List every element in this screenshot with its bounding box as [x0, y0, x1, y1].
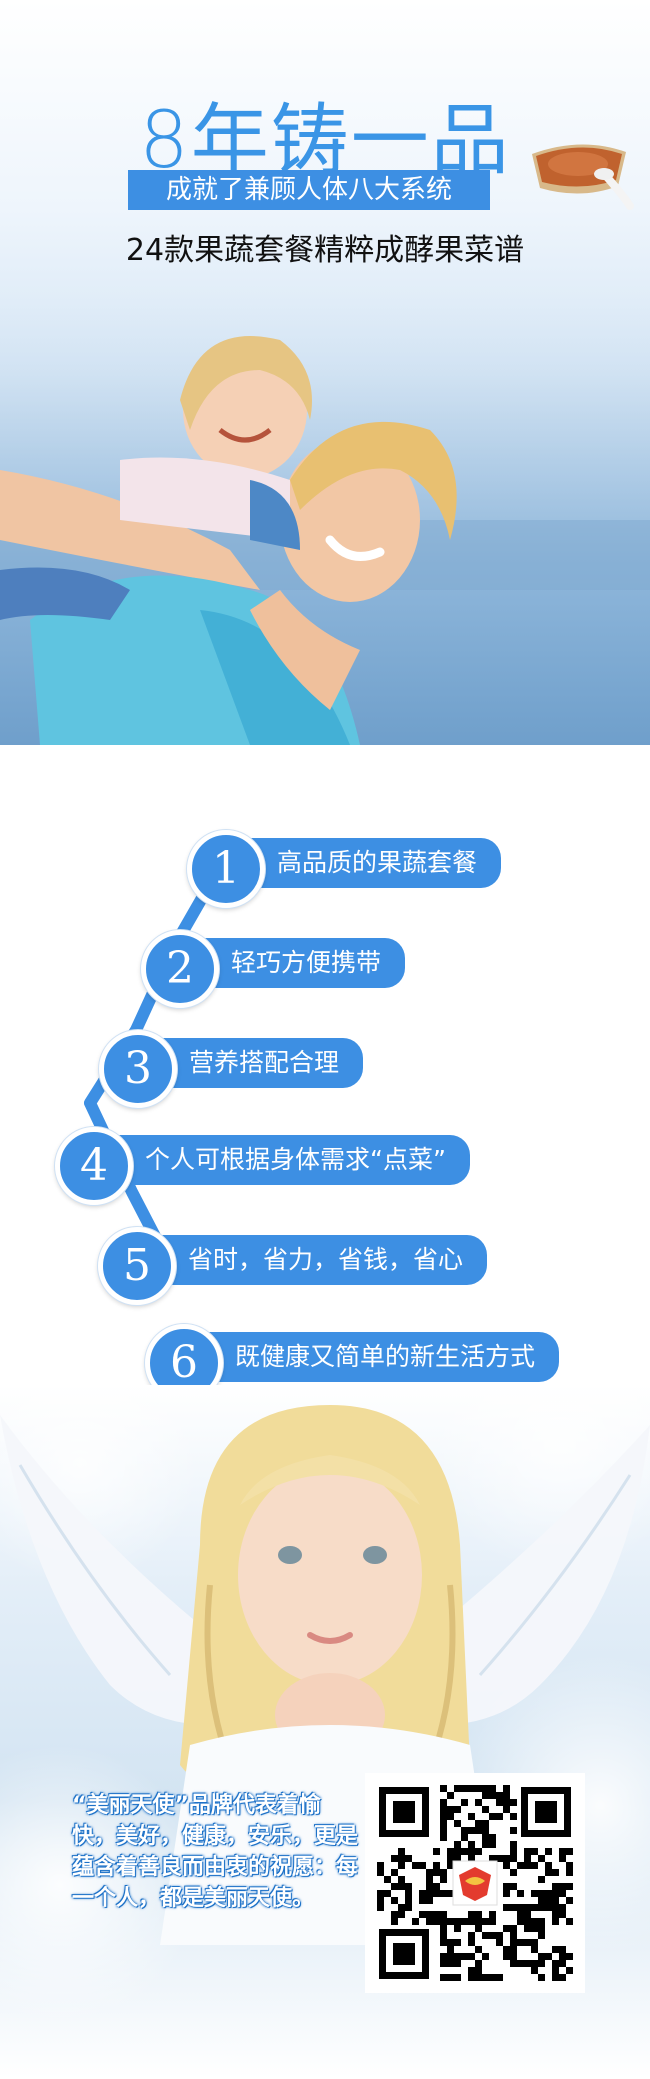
hero-ribbon: 成就了兼顾人体八大系统: [128, 170, 490, 210]
feature-number: 2: [141, 930, 219, 1008]
feature-number: 6: [145, 1324, 223, 1385]
qr-code[interactable]: [365, 1773, 585, 1993]
hero-subtitle: 24款果蔬套餐精粹成酵果菜谱: [125, 233, 525, 268]
angel-section: “美丽天使”品牌代表着愉快，美好，健康，安乐，更是蕴含着善良而由衷的祝愿：每一个…: [0, 1385, 650, 2079]
features-section: 1 高品质的果蔬套餐 2 轻巧方便携带 3 营养搭配合理 4 个人可根据身体需求…: [0, 745, 650, 1385]
feature-label: 高品质的果蔬套餐: [231, 838, 502, 888]
feature-number: 1: [187, 830, 265, 908]
mother-child-photo: [0, 290, 650, 745]
feature-number: 5: [98, 1227, 176, 1305]
food-tray-icon: [532, 144, 634, 210]
feature-number: 4: [55, 1127, 133, 1205]
feature-label: 既健康又简单的新生活方式: [189, 1332, 560, 1382]
feature-label: 轻巧方便携带: [185, 938, 406, 988]
feature-label: 省时，省力，省钱，省心: [142, 1235, 488, 1285]
brand-description: “美丽天使”品牌代表着愉快，美好，健康，安乐，更是蕴含着善良而由衷的祝愿：每一个…: [72, 1793, 359, 1911]
feature-label: 营养搭配合理: [143, 1038, 364, 1088]
feature-label: 个人可根据身体需求“点菜”: [99, 1135, 470, 1185]
feature-number: 3: [99, 1030, 177, 1108]
hero-section: 8年铸一品 成就了兼顾人体八大系统 24款果蔬套餐精粹成酵果菜谱: [0, 0, 650, 745]
